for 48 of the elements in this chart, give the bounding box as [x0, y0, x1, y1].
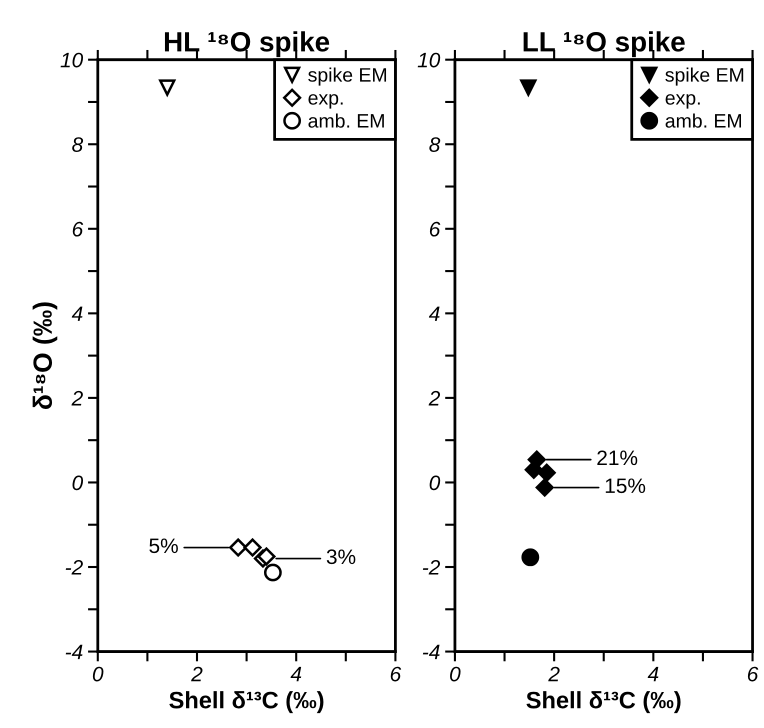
- x-axis-title: Shell δ¹³C (‰): [526, 691, 681, 714]
- annotation: 15%: [606, 478, 646, 494]
- y-tick-label: 10: [60, 52, 84, 68]
- point: [243, 538, 262, 557]
- y-tick-label: 6: [430, 222, 440, 237]
- legend-label: amb. EM: [666, 113, 742, 128]
- x-tick-label: 6: [390, 666, 402, 682]
- y-tick-label: 2: [428, 390, 440, 406]
- point: [257, 547, 276, 566]
- y-tick-label: 10: [418, 52, 440, 68]
- legend-label: amb. EM: [308, 113, 384, 128]
- y-tick-label: -2: [422, 560, 440, 575]
- annotation: 21%: [597, 450, 638, 466]
- legend-label: exp.: [308, 94, 343, 109]
- point: [520, 79, 537, 96]
- y-tick-label: -2: [66, 560, 83, 575]
- y-tick-label: -4: [66, 644, 82, 660]
- legend-label: exp.: [666, 94, 700, 109]
- legend-label: spike EM: [308, 67, 386, 86]
- point: [229, 538, 248, 557]
- y-tick-label: 8: [72, 137, 84, 152]
- x-tick-label: 4: [290, 666, 302, 682]
- x-tick-label: 6: [748, 666, 758, 682]
- annotation: 3%: [326, 549, 356, 564]
- y-tick-label: 4: [428, 306, 440, 321]
- x-tick-label: 2: [191, 666, 202, 682]
- y-tick-label: 8: [429, 137, 440, 152]
- x-axis-title: Shell δ¹³C (‰): [169, 691, 324, 714]
- y-tick-label: -4: [422, 644, 440, 660]
- y-tick-label: 0: [72, 475, 84, 490]
- y-tick-label: 6: [72, 222, 84, 237]
- y-axis-title: δ¹⁸O (‰): [32, 302, 58, 410]
- y-tick-label: 2: [72, 390, 83, 406]
- point: [538, 464, 556, 482]
- x-tick-label: 0: [92, 666, 104, 682]
- annotation: 5%: [149, 538, 178, 554]
- x-tick-label: 2: [548, 666, 560, 682]
- y-tick-label: 4: [72, 306, 82, 321]
- chart-title: HL ¹⁸O spike: [164, 31, 330, 58]
- x-tick-label: 0: [450, 666, 461, 682]
- point: [159, 79, 176, 96]
- x-tick-label: 4: [648, 666, 658, 682]
- legend-label: spike EM: [665, 67, 744, 86]
- point: [536, 478, 554, 497]
- point: [521, 548, 540, 566]
- point: [264, 564, 282, 582]
- chart-title: LL ¹⁸O spike: [524, 31, 685, 58]
- y-tick-label: 0: [430, 475, 440, 490]
